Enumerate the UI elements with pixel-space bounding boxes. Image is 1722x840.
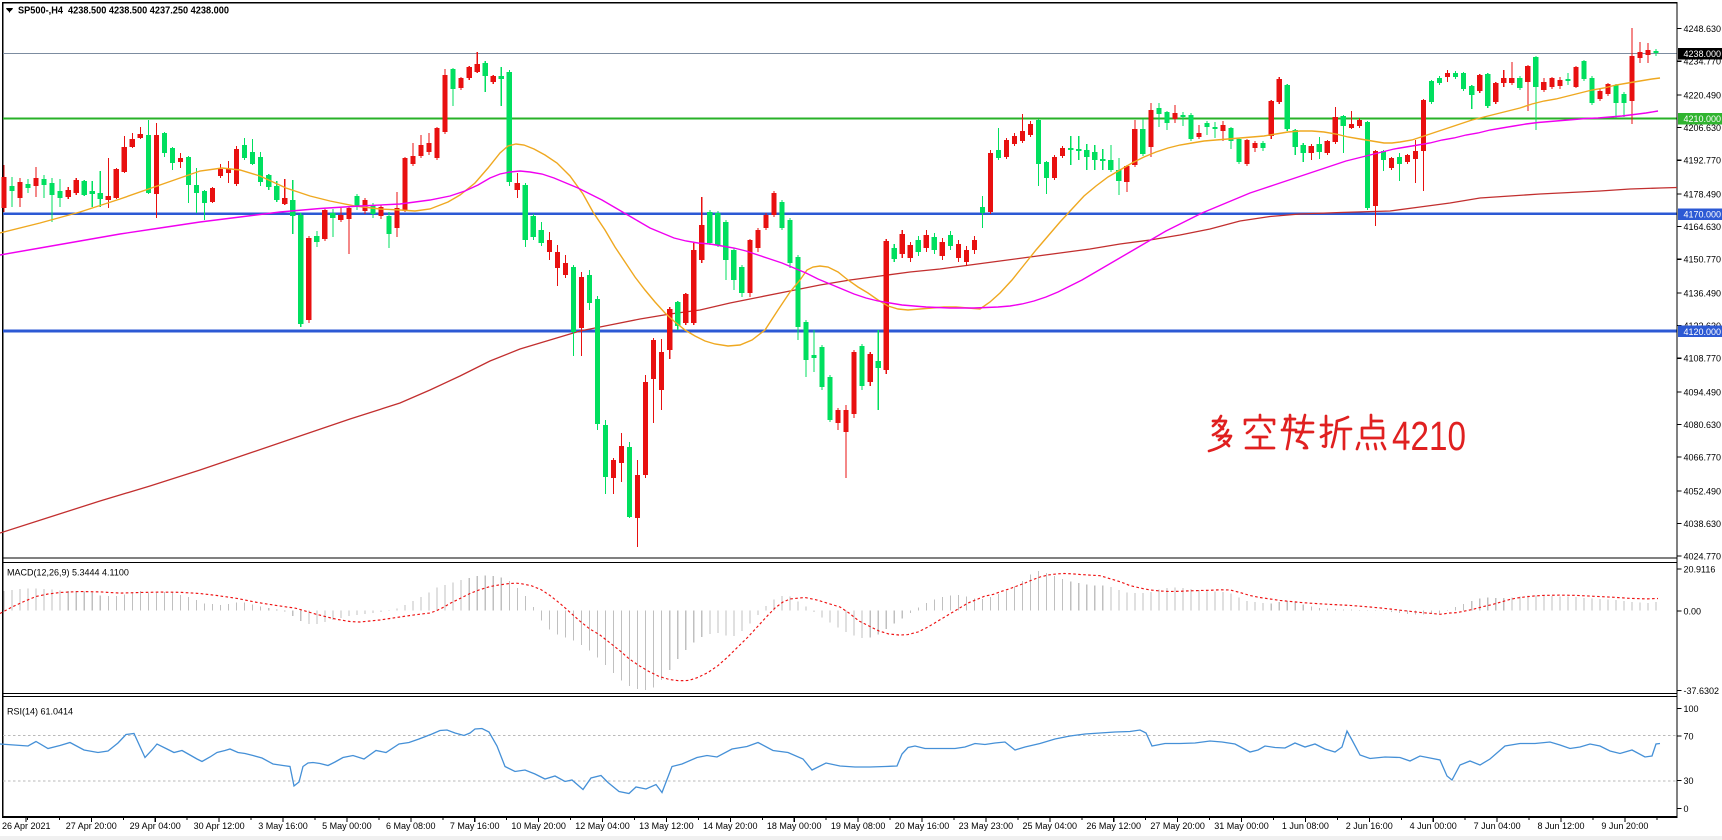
svg-text:20.9116: 20.9116 xyxy=(1684,565,1716,575)
svg-text:4024.770: 4024.770 xyxy=(1684,552,1722,562)
svg-text:4210: 4210 xyxy=(1392,413,1466,459)
svg-text:-37.6302: -37.6302 xyxy=(1684,686,1720,696)
svg-text:19 May 08:00: 19 May 08:00 xyxy=(831,821,886,831)
svg-text:4120.000: 4120.000 xyxy=(1684,327,1722,337)
svg-text:2 Jun 16:00: 2 Jun 16:00 xyxy=(1346,821,1393,831)
svg-text:4210.000: 4210.000 xyxy=(1684,114,1722,124)
svg-text:26 Apr 2021: 26 Apr 2021 xyxy=(2,821,51,831)
svg-text:4192.770: 4192.770 xyxy=(1684,156,1722,166)
svg-text:7 Jun 04:00: 7 Jun 04:00 xyxy=(1474,821,1521,831)
svg-text:27 Apr 20:00: 27 Apr 20:00 xyxy=(66,821,117,831)
svg-text:10 May 20:00: 10 May 20:00 xyxy=(511,821,566,831)
svg-text:18 May 00:00: 18 May 00:00 xyxy=(767,821,822,831)
svg-text:4234.770: 4234.770 xyxy=(1684,57,1722,67)
svg-text:31 May 00:00: 31 May 00:00 xyxy=(1214,821,1269,831)
svg-text:4220.490: 4220.490 xyxy=(1684,90,1722,100)
svg-text:4238.000: 4238.000 xyxy=(1684,49,1722,59)
svg-text:23 May 23:00: 23 May 23:00 xyxy=(959,821,1014,831)
svg-text:20 May 16:00: 20 May 16:00 xyxy=(895,821,950,831)
svg-text:13 May 12:00: 13 May 12:00 xyxy=(639,821,694,831)
svg-text:9 Jun 20:00: 9 Jun 20:00 xyxy=(1601,821,1648,831)
svg-text:25 May 04:00: 25 May 04:00 xyxy=(1023,821,1078,831)
svg-text:RSI(14) 61.0414: RSI(14) 61.0414 xyxy=(7,707,73,717)
svg-text:4248.630: 4248.630 xyxy=(1684,24,1722,34)
svg-text:0: 0 xyxy=(1684,804,1689,814)
svg-text:70: 70 xyxy=(1684,732,1694,742)
svg-text:MACD(12,26,9) 5.3444 4.1100: MACD(12,26,9) 5.3444 4.1100 xyxy=(7,568,129,578)
svg-text:26 May 12:00: 26 May 12:00 xyxy=(1086,821,1141,831)
svg-text:12 May 04:00: 12 May 04:00 xyxy=(575,821,630,831)
svg-text:0.00: 0.00 xyxy=(1684,607,1702,617)
svg-text:1 Jun 08:00: 1 Jun 08:00 xyxy=(1282,821,1329,831)
svg-text:3 May 16:00: 3 May 16:00 xyxy=(258,821,308,831)
svg-text:4206.630: 4206.630 xyxy=(1684,123,1722,133)
svg-text:5 May 00:00: 5 May 00:00 xyxy=(322,821,372,831)
svg-text:4164.630: 4164.630 xyxy=(1684,222,1722,232)
svg-text:4 Jun 00:00: 4 Jun 00:00 xyxy=(1410,821,1457,831)
svg-text:29 Apr 04:00: 29 Apr 04:00 xyxy=(130,821,181,831)
svg-text:30 Apr 12:00: 30 Apr 12:00 xyxy=(194,821,245,831)
svg-text:SP500-,H4 4238.500 4238.500 4: SP500-,H4 4238.500 4238.500 4237.250 423… xyxy=(18,6,229,17)
svg-text:4066.770: 4066.770 xyxy=(1684,453,1722,463)
svg-text:7 May 16:00: 7 May 16:00 xyxy=(450,821,500,831)
svg-text:4178.490: 4178.490 xyxy=(1684,189,1722,199)
svg-text:6 May 08:00: 6 May 08:00 xyxy=(386,821,436,831)
svg-text:14 May 20:00: 14 May 20:00 xyxy=(703,821,758,831)
svg-text:4136.490: 4136.490 xyxy=(1684,288,1722,298)
svg-text:4170.000: 4170.000 xyxy=(1684,210,1722,220)
svg-text:4150.770: 4150.770 xyxy=(1684,255,1722,265)
svg-text:4038.630: 4038.630 xyxy=(1684,519,1722,529)
svg-text:4052.490: 4052.490 xyxy=(1684,486,1722,496)
svg-text:100: 100 xyxy=(1684,704,1699,714)
svg-text:27 May 20:00: 27 May 20:00 xyxy=(1150,821,1205,831)
svg-text:30: 30 xyxy=(1684,776,1694,786)
svg-text:8 Jun 12:00: 8 Jun 12:00 xyxy=(1537,821,1584,831)
svg-text:4080.630: 4080.630 xyxy=(1684,420,1722,430)
svg-text:4094.490: 4094.490 xyxy=(1684,387,1722,397)
svg-text:4108.770: 4108.770 xyxy=(1684,354,1722,364)
